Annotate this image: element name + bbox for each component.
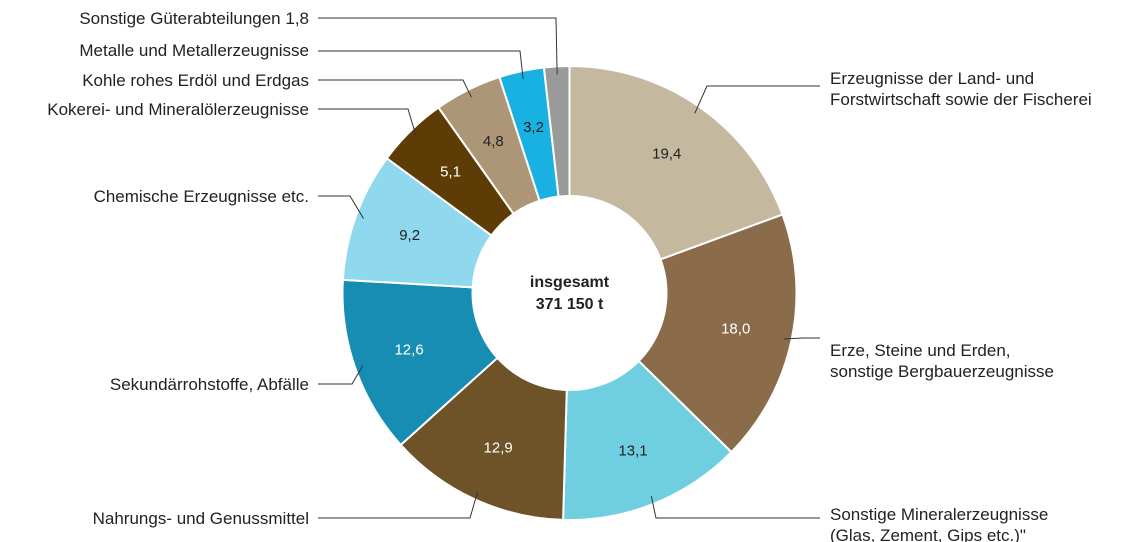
leader-line-erze-steine-und-erden <box>783 337 820 340</box>
category-label-sonstige-mineralerzeugnisse-line-2: (Glas, Zement, Gips etc.)" <box>830 526 1026 542</box>
value-label-erzeugnisse-der-land-und: 19,4 <box>652 146 681 163</box>
leader-line-sonstige-mineralerzeugnisse <box>650 496 820 519</box>
value-labels: 19,4 18,0 13,1 12,9 12,6 9,2 5,1 4,8 3,2 <box>394 119 750 460</box>
value-label-metalle-und-metallerzeugnisse: 3,2 <box>523 119 544 136</box>
value-label-chemische-erzeugnisse-etc: 9,2 <box>399 227 420 244</box>
leader-line-nahrungs-und-genussmittel <box>318 491 479 519</box>
leader-line-kohle-rohes-erdoel-und-erdgas <box>318 79 472 98</box>
category-label-chemische-erzeugnisse-etc-line-1: Chemische Erzeugnisse etc. <box>94 187 309 206</box>
category-label-kokerei-und-mineraloelerzeugnisse-line-1: Kokerei- und Mineralölerzeugnisse <box>47 100 309 119</box>
category-labels: Erzeugnisse der Land- und Forstwirtschaft… <box>47 9 1091 542</box>
value-label-sekundaerrohstoffe-abfaelle: 12,6 <box>394 341 423 358</box>
category-label-erzeugnisse-der-land-und-line-1: Erzeugnisse der Land- und <box>830 69 1034 88</box>
category-label-sonstige-mineralerzeugnisse-line-1: Sonstige Mineralerzeugnisse <box>830 505 1048 524</box>
category-label-sekundaerrohstoffe-abfaelle-line-1: Sekundärrohstoffe, Abfälle <box>110 375 309 394</box>
category-label-metalle-und-metallerzeugnisse-line-1: Metalle und Metallerzeugnisse <box>79 41 309 60</box>
category-label-erze-steine-und-erden-line-1: Erze, Steine und Erden, <box>830 341 1011 360</box>
category-label-erzeugnisse-der-land-und-line-2: Forstwirtschaft sowie der Fischerei <box>830 90 1092 109</box>
leader-line-erzeugnisse-der-land-und <box>694 85 820 114</box>
leader-line-sekundaerrohstoffe-abfaelle <box>318 365 364 385</box>
category-label-kohle-rohes-erdoel-und-erdgas-line-1: Kohle rohes Erdöl und Erdgas <box>82 71 309 90</box>
center-label-line-1: insgesamt <box>530 274 610 291</box>
category-label-sonstige-gueterabteilungen-1-8-line-1: Sonstige Güterabteilungen 1,8 <box>79 9 309 28</box>
value-label-kokerei-und-mineraloelerzeugnisse: 5,1 <box>440 164 461 181</box>
category-label-nahrungs-und-genussmittel-line-1: Nahrungs- und Genussmittel <box>93 509 309 528</box>
leader-line-metalle-und-metallerzeugnisse <box>318 50 524 80</box>
value-label-erze-steine-und-erden: 18,0 <box>721 321 750 338</box>
leader-lines <box>318 17 820 519</box>
leader-line-kokerei-und-mineraloelerzeugnisse <box>318 108 417 137</box>
center-label-line-2: 371 150 t <box>536 296 604 313</box>
donut-hole <box>471 195 668 391</box>
leader-line-chemische-erzeugnisse-etc <box>318 195 364 219</box>
value-label-nahrungs-und-genussmittel: 12,9 <box>484 439 513 456</box>
leader-line-sonstige-gueterabteilungen-1-8 <box>318 17 558 75</box>
category-label-erze-steine-und-erden-line-2: sonstige Bergbauerzeugnisse <box>830 362 1054 381</box>
value-label-kohle-rohes-erdoel-und-erdgas: 4,8 <box>483 133 504 150</box>
value-label-sonstige-mineralerzeugnisse: 13,1 <box>618 443 647 460</box>
